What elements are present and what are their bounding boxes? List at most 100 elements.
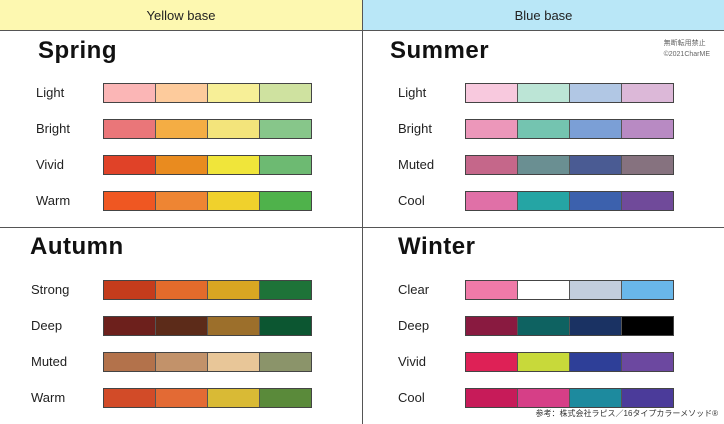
color-swatch	[466, 156, 518, 174]
season-autumn: Autumn Strong Deep Muted Warm	[0, 228, 362, 424]
notice-line-1: 無断転用禁止	[663, 40, 706, 47]
color-swatch	[156, 317, 208, 335]
palette-row: Vivid	[363, 352, 724, 372]
color-swatch	[570, 353, 622, 371]
color-swatch	[622, 389, 673, 407]
yellow-base-header: Yellow base	[0, 0, 362, 31]
color-swatch	[208, 317, 260, 335]
color-swatch	[518, 192, 570, 210]
color-swatch	[622, 156, 673, 174]
swatch-strip	[103, 83, 312, 103]
color-swatch	[208, 353, 260, 371]
color-swatch	[260, 389, 311, 407]
color-swatch	[104, 389, 156, 407]
season-title: Autumn	[30, 233, 124, 260]
color-swatch	[518, 84, 570, 102]
swatch-strip	[465, 83, 674, 103]
color-swatch	[156, 84, 208, 102]
color-swatch	[260, 120, 311, 138]
vertical-divider	[362, 0, 363, 424]
color-swatch	[104, 353, 156, 371]
color-swatch	[466, 317, 518, 335]
color-swatch	[570, 156, 622, 174]
color-swatch	[156, 120, 208, 138]
swatch-strip	[465, 155, 674, 175]
color-swatch	[208, 192, 260, 210]
palette-row: Bright	[0, 119, 362, 139]
row-label: Warm	[31, 390, 66, 405]
color-swatch	[518, 281, 570, 299]
swatch-strip	[103, 191, 312, 211]
row-label: Strong	[31, 282, 70, 297]
swatch-strip	[103, 119, 312, 139]
color-swatch	[156, 156, 208, 174]
color-swatch	[156, 389, 208, 407]
row-label: Light	[398, 85, 427, 100]
color-swatch	[104, 156, 156, 174]
row-label: Bright	[398, 121, 432, 136]
season-summer: Summer Light Bright Muted Cool	[363, 31, 724, 227]
color-swatch	[208, 281, 260, 299]
row-label: Muted	[31, 354, 68, 369]
color-swatch	[260, 156, 311, 174]
palette-row: Strong	[0, 280, 362, 300]
color-swatch	[260, 281, 311, 299]
color-swatch	[156, 281, 208, 299]
swatch-strip	[465, 119, 674, 139]
row-label: Cool	[398, 390, 425, 405]
color-swatch	[104, 281, 156, 299]
color-swatch	[518, 317, 570, 335]
color-swatch	[208, 156, 260, 174]
season-spring: Spring Light Bright Vivid Warm	[0, 31, 362, 227]
color-swatch	[570, 317, 622, 335]
row-label: Clear	[398, 282, 430, 297]
row-label: Deep	[31, 318, 63, 333]
season-title: Winter	[398, 233, 476, 260]
color-swatch	[466, 84, 518, 102]
palette-row: Deep	[0, 316, 362, 336]
row-label: Deep	[398, 318, 430, 333]
color-swatch	[156, 192, 208, 210]
swatch-strip	[103, 316, 312, 336]
swatch-strip	[103, 280, 312, 300]
row-label: Light	[36, 85, 65, 100]
swatch-strip	[465, 316, 674, 336]
color-swatch	[466, 192, 518, 210]
swatch-strip	[103, 388, 312, 408]
color-swatch	[208, 84, 260, 102]
swatch-strip	[103, 155, 312, 175]
palette-row: Muted	[0, 352, 362, 372]
color-swatch	[570, 192, 622, 210]
color-swatch	[622, 317, 673, 335]
color-swatch	[466, 120, 518, 138]
swatch-strip	[465, 191, 674, 211]
color-swatch	[466, 281, 518, 299]
color-swatch	[156, 353, 208, 371]
color-swatch	[570, 120, 622, 138]
horizontal-divider	[0, 227, 724, 228]
swatch-strip	[465, 352, 674, 372]
blue-base-header: Blue base	[363, 0, 724, 31]
color-swatch	[466, 353, 518, 371]
color-swatch	[622, 281, 673, 299]
palette-row: Bright	[363, 119, 724, 139]
swatch-strip	[465, 280, 674, 300]
palette-row: Warm	[0, 191, 362, 211]
row-label: Cool	[398, 193, 425, 208]
color-swatch	[104, 192, 156, 210]
color-swatch	[622, 120, 673, 138]
palette-row: Muted	[363, 155, 724, 175]
color-swatch	[570, 389, 622, 407]
row-label: Warm	[36, 193, 71, 208]
palette-row: Cool	[363, 388, 724, 408]
color-swatch	[104, 317, 156, 335]
swatch-strip	[465, 388, 674, 408]
color-swatch	[518, 389, 570, 407]
palette-row: Vivid	[0, 155, 362, 175]
color-swatch	[260, 353, 311, 371]
color-swatch	[104, 84, 156, 102]
palette-row: Clear	[363, 280, 724, 300]
color-swatch	[260, 84, 311, 102]
color-swatch	[518, 353, 570, 371]
